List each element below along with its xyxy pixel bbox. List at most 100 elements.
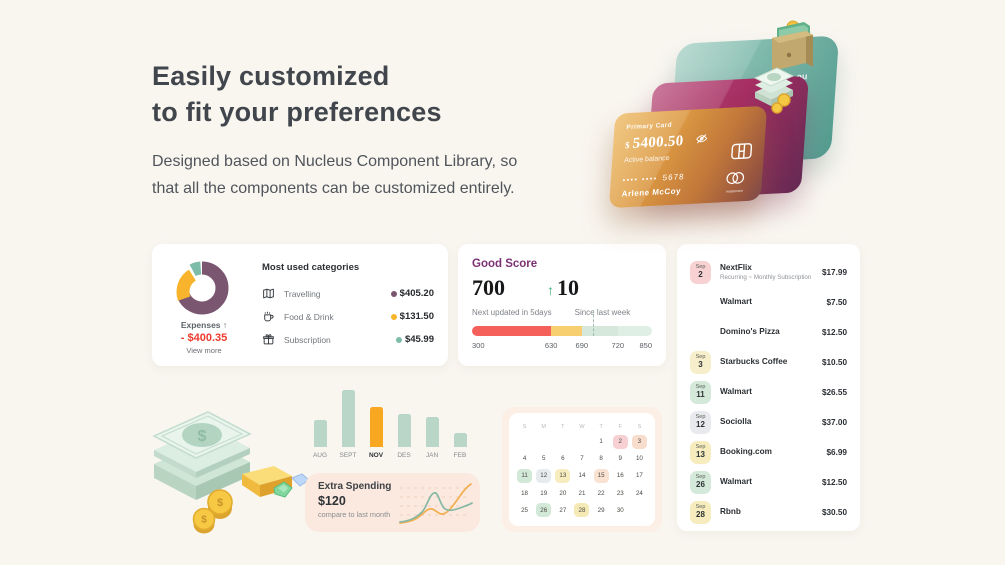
transaction-row[interactable]: Walmart $7.50: [690, 287, 847, 317]
calendar-day[interactable]: 21: [578, 489, 586, 497]
calendar-day[interactable]: 27: [559, 506, 567, 514]
calendar-day[interactable]: 25: [521, 506, 528, 514]
transaction-amount: $12.50: [821, 477, 847, 487]
bar-label: DES: [397, 452, 411, 459]
extra-spending-title: Extra Spending: [318, 481, 392, 492]
calendar-day[interactable]: 6: [561, 455, 565, 463]
calendar-day[interactable]: 4: [522, 455, 527, 463]
calendar-day[interactable]: 26: [536, 503, 552, 518]
calendar-cell: 26: [534, 502, 553, 519]
categories-title: Most used categories: [262, 262, 360, 273]
calendar-cell: 13: [553, 467, 572, 484]
transactions-card: Sep 2 NextFlix Recurring ~ Monthly Subscrip…: [677, 244, 860, 531]
map-icon: [262, 287, 275, 300]
calendar-day[interactable]: 3: [631, 434, 647, 449]
spending-line-chart: [399, 483, 473, 524]
score-title: Good Score: [472, 258, 538, 270]
calendar-day[interactable]: 20: [559, 489, 567, 497]
calendar-cell: 23: [611, 485, 630, 502]
calendar-day[interactable]: 12: [536, 468, 552, 483]
calendar-cell: 16: [611, 467, 630, 484]
donut-segment: [176, 265, 230, 319]
calendar-day[interactable]: 17: [635, 472, 643, 480]
view-more-link[interactable]: View more: [186, 346, 222, 355]
primary-card: Primary Card $ 5400.50 Active balance: [608, 105, 768, 209]
transaction-row[interactable]: Sep 26 Walmart $12.50: [690, 467, 847, 497]
transaction-subtitle: Recurring ~ Monthly Subscription: [720, 273, 812, 281]
calendar-cell: 5: [534, 450, 553, 467]
gauge-segment: [617, 326, 652, 336]
calendar-day[interactable]: 15: [593, 468, 609, 483]
extra-spending-card: Extra Spending $120 compare to last mont…: [305, 473, 480, 532]
transaction-row[interactable]: Sep 13 Booking.com $6.99: [690, 437, 847, 467]
transaction-amount: $37.00: [821, 417, 847, 427]
scale-label: 850: [639, 341, 652, 350]
transaction-row[interactable]: Sep 3 Starbucks Coffee $10.50: [690, 347, 847, 377]
calendar-day[interactable]: 11: [517, 468, 533, 483]
calendar-cell: 3: [630, 433, 649, 450]
orange-series-line: [399, 483, 472, 524]
cash-stack-icon: [753, 67, 795, 114]
card-number-masked: •••• •••• 5678: [622, 172, 685, 185]
calendar-cell: 19: [534, 485, 553, 502]
coffee-cup-icon: [262, 310, 275, 323]
calendar-day[interactable]: 10: [635, 455, 643, 463]
calendar-cell: 22: [592, 485, 611, 502]
title-line-2: to fit your preferences: [152, 97, 442, 128]
calendar-cell: 18: [515, 485, 534, 502]
calendar-day[interactable]: 8: [599, 455, 603, 463]
score-value: 700: [472, 275, 505, 300]
title-line-1: Easily customized: [152, 61, 390, 92]
eye-off-icon[interactable]: [695, 132, 709, 151]
gauge-segment: [551, 326, 582, 336]
score-caption: Next updated in 5days: [472, 308, 552, 317]
category-label: Food & Drink: [284, 311, 334, 322]
calendar-day[interactable]: 24: [635, 489, 643, 497]
extra-spending-amount: $120: [318, 494, 346, 508]
credit-score-card: Good Score 700 ↑ 10 Next updated in 5days…: [458, 244, 666, 366]
bar-column: AUG: [306, 384, 334, 459]
calendar-day[interactable]: 23: [616, 489, 624, 497]
transaction-row[interactable]: Sep 12 Sociolla $37.00: [690, 407, 847, 437]
calendar-day[interactable]: 14: [578, 472, 586, 480]
calendar-day[interactable]: 29: [597, 506, 605, 514]
transaction-amount: $26.55: [821, 387, 847, 397]
bar: [397, 414, 411, 447]
calendar-day[interactable]: 9: [618, 455, 622, 463]
card-chip-icon: [730, 143, 753, 165]
category-label: Subscription: [284, 334, 331, 345]
calendar-cell: 11: [515, 467, 534, 484]
transaction-name: Sociolla: [720, 417, 752, 427]
bar: [341, 390, 355, 447]
calendar-day[interactable]: 7: [580, 455, 584, 463]
calendar-day[interactable]: 18: [521, 489, 528, 497]
calendar-day[interactable]: 13: [555, 468, 571, 483]
extra-spending-caption: compare to last month: [318, 510, 391, 519]
expenses-donut-chart: [175, 261, 230, 319]
date-badge: Sep 11: [690, 380, 711, 404]
calendar-cell: 8: [592, 450, 611, 467]
delta-caption: Since last week: [574, 308, 631, 317]
expenses-value: - $400.35: [180, 332, 228, 344]
transaction-row[interactable]: Domino's Pizza $12.50: [690, 317, 847, 347]
transaction-row[interactable]: Sep 2 NextFlix Recurring ~ Monthly Subscrip…: [690, 257, 847, 287]
calendar-day[interactable]: 30: [616, 506, 624, 514]
transaction-row[interactable]: Sep 11 Walmart $26.55: [690, 377, 847, 407]
calendar-day[interactable]: 19: [540, 489, 548, 497]
scale-label: 690: [575, 341, 589, 350]
calendar-day[interactable]: 5: [541, 455, 546, 463]
calendar-day[interactable]: 28: [574, 503, 590, 518]
transaction-name: Walmart: [720, 477, 752, 487]
calendar-day[interactable]: 2: [612, 434, 628, 449]
svg-text:$: $: [217, 497, 223, 509]
bar-column: FEB: [446, 384, 474, 459]
gift-icon: [262, 333, 275, 346]
calendar-cell: 12: [534, 467, 553, 484]
bar-column: NOV: [362, 384, 390, 459]
calendar-cell: 20: [553, 485, 572, 502]
calendar-day[interactable]: 16: [616, 472, 624, 480]
calendar-day[interactable]: 1: [599, 438, 603, 446]
calendar-day[interactable]: 22: [597, 489, 605, 497]
transaction-row[interactable]: Sep 28 Rbnb $30.50: [690, 497, 847, 527]
